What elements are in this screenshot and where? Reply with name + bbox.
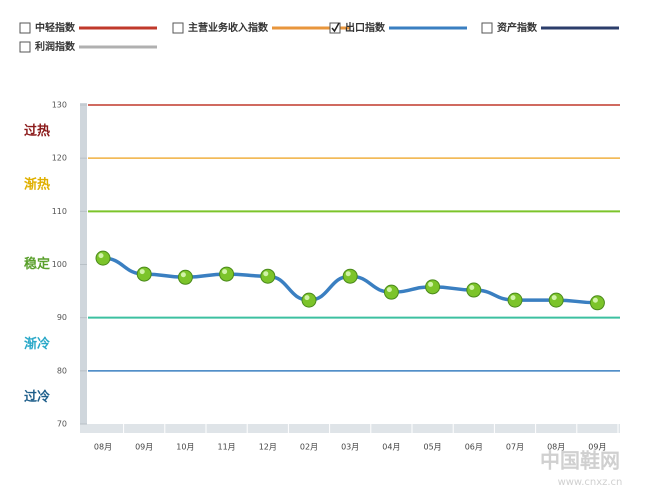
y-tick-label: 100	[52, 260, 67, 269]
x-tick-label: 07月	[506, 443, 524, 452]
x-tick-label: 04月	[382, 443, 400, 452]
data-point-highlight	[304, 295, 310, 301]
data-point-highlight	[551, 295, 557, 301]
data-point-highlight	[263, 271, 269, 277]
x-tick-label: 08月	[547, 443, 565, 452]
zone-label: 过热	[24, 123, 50, 139]
x-tick-label: 09月	[135, 443, 153, 452]
watermark: 中国鞋网	[540, 449, 620, 473]
y-tick-label: 120	[52, 154, 67, 163]
data-point-highlight	[386, 287, 392, 293]
data-point-highlight	[345, 271, 351, 277]
watermark-url: www.cnxz.cn	[558, 477, 623, 488]
data-point-highlight	[469, 285, 475, 291]
data-point-highlight	[139, 269, 145, 275]
legend-label[interactable]: 出口指数	[345, 21, 386, 34]
data-point	[260, 268, 276, 284]
zone-label: 稳定	[24, 256, 50, 272]
y-tick-label: 130	[52, 101, 67, 110]
data-point-highlight	[428, 281, 434, 287]
legend-label[interactable]: 资产指数	[497, 21, 538, 34]
y-axis-bar	[80, 103, 87, 433]
data-point-highlight	[592, 297, 598, 303]
y-tick-label: 110	[52, 207, 67, 216]
data-point-highlight	[180, 272, 186, 278]
data-point	[95, 250, 111, 266]
x-tick-label: 11月	[218, 443, 236, 452]
data-point	[177, 269, 193, 285]
zone-label: 渐冷	[24, 336, 50, 352]
data-point-highlight	[510, 295, 516, 301]
data-point	[383, 284, 399, 300]
x-tick-label: 05月	[424, 443, 442, 452]
x-tick-label: 06月	[465, 443, 483, 452]
legend-checkbox[interactable]	[172, 22, 184, 34]
legend-checkbox[interactable]	[19, 22, 31, 34]
data-point	[425, 279, 441, 295]
legend-checkbox[interactable]	[481, 22, 493, 34]
legend-label[interactable]: 主营业务收入指数	[188, 21, 269, 34]
y-tick-label: 90	[57, 313, 67, 322]
y-tick-label: 80	[57, 366, 67, 375]
zone-label: 过冷	[24, 389, 50, 405]
data-point	[301, 292, 317, 308]
x-tick-label: 08月	[94, 443, 112, 452]
data-point	[136, 266, 152, 282]
data-point	[342, 268, 358, 284]
x-tick-label: 12月	[259, 443, 277, 452]
legend-checkbox[interactable]	[19, 41, 31, 53]
data-point	[548, 292, 564, 308]
data-point	[507, 292, 523, 308]
legend-label[interactable]: 利润指数	[35, 40, 76, 53]
zone-label: 渐热	[24, 176, 50, 192]
x-tick-label: 09月	[588, 443, 606, 452]
data-point-highlight	[98, 253, 104, 259]
x-tick-label: 10月	[176, 443, 194, 452]
y-tick-label: 70	[57, 420, 67, 429]
x-tick-label: 03月	[341, 443, 359, 452]
legend-checkbox[interactable]	[329, 22, 341, 34]
data-point-highlight	[222, 269, 228, 275]
x-tick-label: 02月	[300, 443, 318, 452]
x-axis-bar	[80, 424, 620, 433]
legend-label[interactable]: 中轻指数	[35, 21, 76, 34]
data-point	[219, 266, 235, 282]
data-point	[466, 282, 482, 298]
data-point	[589, 295, 605, 311]
legend-check	[331, 22, 340, 33]
